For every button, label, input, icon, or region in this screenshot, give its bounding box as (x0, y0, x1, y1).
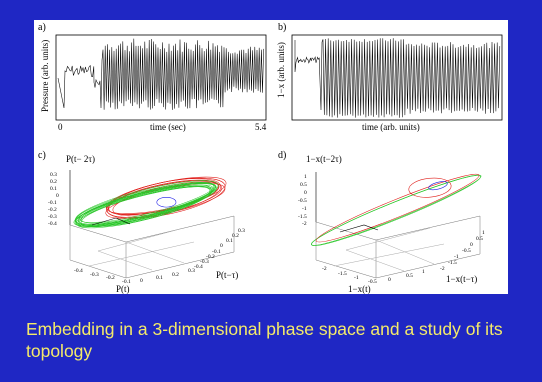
panel-d-xtick: 0.5 (406, 273, 413, 279)
green-orbit (75, 180, 219, 225)
panel-c-ytick: -0.4 (194, 264, 203, 270)
panel-b-label: b) (278, 22, 286, 33)
panel-c-ytick: 0.2 (232, 233, 239, 239)
panel-d-xticks: -2 -1.5 -1 -0.5 0 0.5 1 (322, 266, 425, 285)
red-orbit (315, 173, 480, 243)
panel-d-ytick: 0.5 (476, 236, 483, 242)
panel-c-ytick: 0 (220, 243, 223, 249)
panel-c-xtick: 0.2 (172, 272, 179, 278)
panel-d-xtick: -1 (354, 275, 359, 281)
panel-d-ztick: 0 (304, 190, 307, 196)
panel-c-ztick: 0.2 (50, 179, 57, 185)
panel-d-ztick: -1.5 (298, 214, 307, 220)
panel-d-ytick: -2 (440, 266, 445, 272)
panel-d-ztick: 0.5 (300, 182, 307, 188)
panel-c-xtick: 0.1 (156, 275, 163, 281)
panel-a-ylabel: Pressure (arb. units) (40, 40, 50, 112)
panel-d-xtick: -1.5 (338, 271, 347, 277)
panel-d-ztick: 1 (304, 174, 307, 180)
red-orbit (106, 178, 221, 218)
panel-d-zticks: 1 0.5 0 -0.5 -1 -1.5 -2 (298, 174, 307, 227)
panel-c-ztick: 0.3 (50, 172, 57, 178)
panel-c-ytick: -0.2 (206, 254, 215, 260)
panel-c-ztick: -0.2 (48, 207, 57, 213)
panel-d-xtick: -2 (322, 266, 327, 272)
panel-c-label: c) (38, 150, 46, 161)
panel-a-label: a) (38, 22, 46, 33)
panel-c-yticks: -0.4 -0.3 -0.2 -0.1 0 0.1 0.2 0.3 (194, 228, 245, 270)
panel-d-attractor (310, 173, 482, 246)
panel-d-ylabel: 1−x(t−τ) (446, 274, 477, 284)
panel-d-xtick: 1 (422, 269, 425, 275)
green-orbit (75, 184, 212, 227)
green-orbit (310, 174, 482, 246)
panel-c-ztick: -0.1 (48, 200, 57, 206)
panel-b-frame (291, 34, 503, 121)
panel-d-ytick: 0 (470, 242, 473, 248)
panel-c-ytick: 0.1 (226, 238, 233, 244)
slide-caption: Embedding in a 3-dimensional phase space… (26, 319, 503, 361)
panel-c-ztick: 0 (56, 193, 59, 199)
panel-c: c) P(t− 2τ) 0.3 0.2 0.1 0 -0.1 -0.2 -0.3… (38, 150, 245, 294)
panel-d-zlabel: 1−x(t−2τ) (306, 154, 342, 164)
panel-b-trace (294, 38, 501, 118)
panel-b-xlabel: time (arb. units) (362, 122, 420, 132)
panel-c-ytick: 0.3 (238, 228, 245, 234)
panel-a-frame (55, 34, 267, 121)
panel-c-ytick: -0.1 (212, 249, 221, 255)
panel-d-ztick: -1 (302, 206, 307, 212)
panel-c-xticks: -0.4 -0.3 -0.2 -0.1 0 0.1 0.2 0.3 (74, 268, 195, 285)
panel-c-box (69, 215, 235, 279)
black-trace (91, 217, 131, 226)
panel-c-ztick: 0.1 (50, 186, 57, 192)
red-orbit (408, 177, 452, 198)
panel-d-ytick: -1 (454, 254, 459, 260)
green-orbit (76, 185, 212, 229)
figure-svg: a) Pressure (arb. units) 0 5.4 time (sec… (38, 22, 503, 294)
green-orbit (74, 182, 216, 226)
panel-d-ytick: -1.5 (448, 260, 457, 266)
panel-b: b) 1−x (arb. units) time (arb. units) (276, 22, 503, 132)
green-orbit (80, 182, 215, 224)
figure-panel: a) Pressure (arb. units) 0 5.4 time (sec… (34, 20, 508, 294)
black-trace (339, 224, 379, 233)
panel-d-yticks: -2 -1.5 -1 -0.5 0 0.5 1 (440, 230, 485, 272)
blue-orbit (428, 181, 448, 191)
panel-c-xtick: 0 (140, 278, 143, 284)
panel-c-ylabel: P(t−τ) (216, 270, 238, 280)
panel-d-ztick: -0.5 (298, 198, 307, 204)
panel-d-box (315, 215, 481, 279)
panel-c-ztick: -0.4 (48, 221, 57, 227)
panel-d-ytick: -0.5 (462, 248, 471, 254)
panel-c-xtick: -0.4 (74, 268, 83, 274)
panel-d-xtick: -0.5 (368, 279, 377, 285)
green-orbit (79, 186, 211, 227)
panel-d-xlabel: 1−x(t) (348, 284, 371, 294)
panel-c-xlabel: P(t) (116, 284, 130, 294)
panel-a-xlabel: time (sec) (150, 122, 186, 132)
panel-c-xtick: -0.3 (90, 272, 99, 278)
panel-c-xtick: -0.2 (106, 275, 115, 281)
panel-d-label: d) (278, 150, 286, 161)
panel-c-xtick: 0.3 (188, 268, 195, 274)
panel-a-trace (57, 38, 264, 110)
panel-c-ztick: -0.3 (48, 214, 57, 220)
panel-c-ytick: -0.3 (200, 259, 209, 265)
panel-b-ylabel: 1−x (arb. units) (276, 42, 286, 98)
panel-c-zlabel: P(t− 2τ) (66, 154, 95, 164)
panel-d-ztick: -2 (302, 221, 307, 227)
green-orbit (311, 175, 481, 246)
panel-d: d) 1−x(t−2τ) 1 0.5 0 -0.5 -1 -1.5 -2 (278, 150, 485, 294)
panel-a-xtick-0: 0 (58, 122, 63, 132)
panel-c-zticks: 0.3 0.2 0.1 0 -0.1 -0.2 -0.3 -0.4 (48, 172, 59, 227)
panel-a: a) Pressure (arb. units) 0 5.4 time (sec… (38, 22, 267, 132)
panel-d-ytick: 1 (482, 230, 485, 236)
panel-c-xtick: -0.1 (122, 279, 131, 285)
panel-a-xtick-1: 5.4 (255, 122, 267, 132)
blue-orbit (156, 197, 177, 208)
panel-c-attractor (73, 176, 227, 229)
panel-d-xtick: 0 (388, 277, 391, 283)
